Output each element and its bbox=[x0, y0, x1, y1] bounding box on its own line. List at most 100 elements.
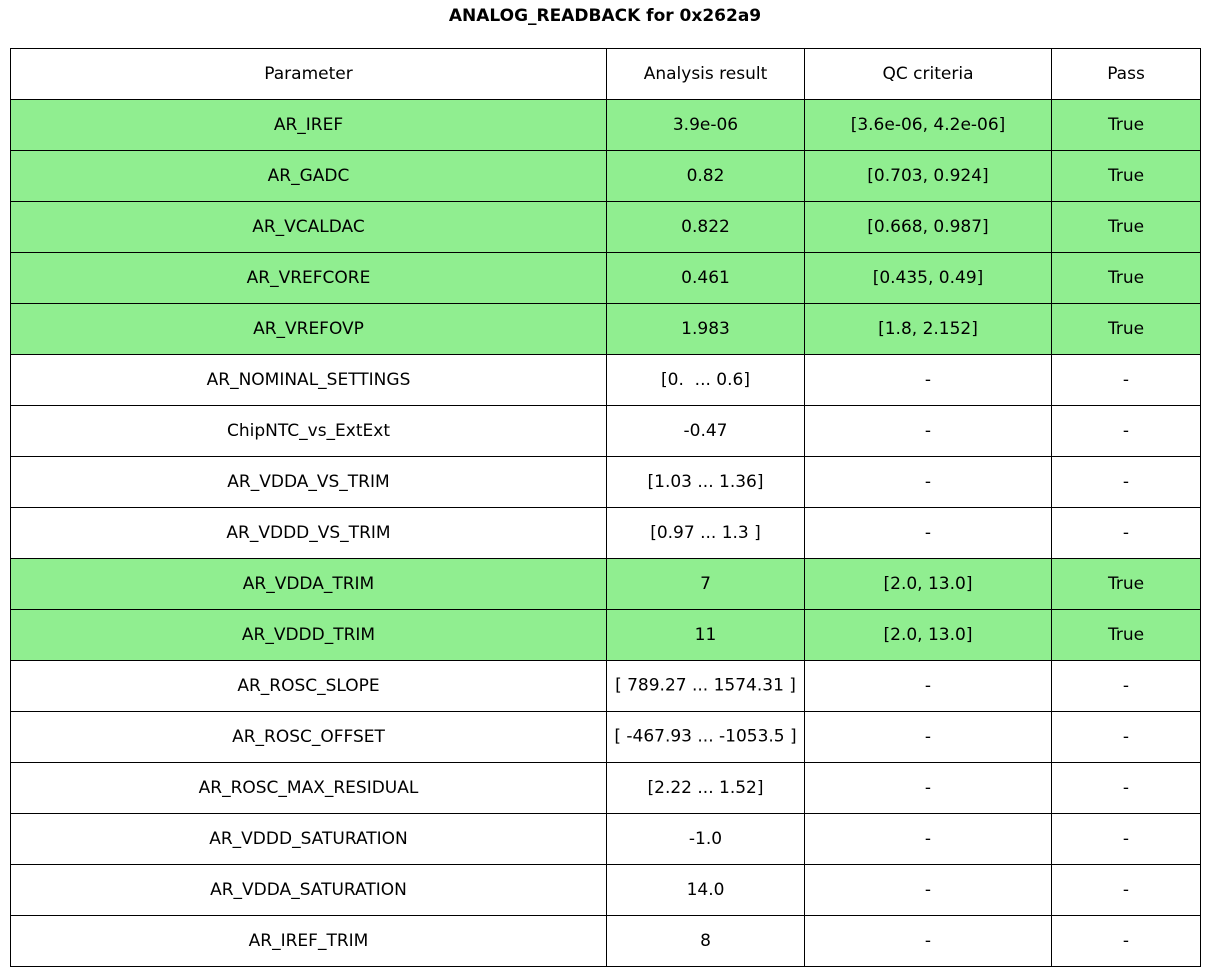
cell-pass-text: True bbox=[1107, 625, 1145, 645]
cell-parameter-text: AR_ROSC_MAX_RESIDUAL bbox=[198, 778, 419, 798]
cell-pass: True bbox=[1051, 201, 1201, 253]
cell-qc-criteria: [2.0, 13.0] bbox=[804, 558, 1052, 610]
cell-pass: - bbox=[1051, 456, 1201, 508]
cell-parameter-text: AR_VDDD_SATURATION bbox=[209, 829, 408, 849]
cell-analysis-result: [ 789.27 ... 1574.31 ] bbox=[606, 660, 805, 712]
cell-pass-text: - bbox=[1122, 880, 1130, 900]
table-row: AR_VDDD_SATURATION -1.0 - - bbox=[10, 813, 1201, 865]
cell-pass: - bbox=[1051, 915, 1201, 967]
column-header-parameter: Parameter bbox=[10, 48, 607, 100]
cell-analysis-result-text: -1.0 bbox=[688, 829, 723, 849]
cell-parameter-text: AR_VDDA_TRIM bbox=[242, 574, 375, 594]
cell-parameter-text: AR_NOMINAL_SETTINGS bbox=[206, 370, 411, 390]
cell-parameter: AR_VDDA_TRIM bbox=[10, 558, 607, 610]
cell-analysis-result: 0.82 bbox=[606, 150, 805, 202]
cell-qc-criteria-text: - bbox=[924, 676, 932, 696]
table-row: AR_IREF_TRIM 8 - - bbox=[10, 915, 1201, 967]
cell-pass: - bbox=[1051, 405, 1201, 457]
cell-qc-criteria: - bbox=[804, 915, 1052, 967]
column-header-pass: Pass bbox=[1051, 48, 1201, 100]
cell-qc-criteria-text: - bbox=[924, 829, 932, 849]
cell-pass-text: True bbox=[1107, 217, 1145, 237]
cell-pass-text: - bbox=[1122, 778, 1130, 798]
cell-parameter: AR_IREF bbox=[10, 99, 607, 151]
cell-pass-text: True bbox=[1107, 115, 1145, 135]
cell-analysis-result-text: 0.822 bbox=[681, 217, 730, 237]
column-header-qc-criteria: QC criteria bbox=[804, 48, 1052, 100]
cell-analysis-result: -0.47 bbox=[606, 405, 805, 457]
table-row: AR_ROSC_OFFSET [ -467.93 ... -1053.5 ] - - bbox=[10, 711, 1201, 763]
cell-parameter-text: AR_VDDD_TRIM bbox=[241, 625, 376, 645]
cell-parameter: AR_VDDD_TRIM bbox=[10, 609, 607, 661]
cell-pass-text: - bbox=[1122, 421, 1130, 441]
cell-parameter-text: AR_IREF_TRIM bbox=[248, 931, 369, 951]
cell-pass-text: True bbox=[1107, 268, 1145, 288]
cell-parameter: AR_NOMINAL_SETTINGS bbox=[10, 354, 607, 406]
cell-analysis-result: 7 bbox=[606, 558, 805, 610]
cell-parameter: AR_IREF_TRIM bbox=[10, 915, 607, 967]
cell-pass: - bbox=[1051, 507, 1201, 559]
cell-analysis-result-text: 0.82 bbox=[686, 166, 725, 186]
cell-pass: - bbox=[1051, 660, 1201, 712]
cell-parameter: AR_ROSC_OFFSET bbox=[10, 711, 607, 763]
table-row: AR_IREF 3.9e-06 [3.6e-06, 4.2e-06] True bbox=[10, 99, 1201, 151]
table-row: AR_GADC 0.82 [0.703, 0.924] True bbox=[10, 150, 1201, 202]
cell-analysis-result: 14.0 bbox=[606, 864, 805, 916]
cell-parameter: AR_VDDD_SATURATION bbox=[10, 813, 607, 865]
cell-pass: True bbox=[1051, 252, 1201, 304]
cell-analysis-result-text: 0.461 bbox=[681, 268, 730, 288]
cell-qc-criteria: - bbox=[804, 762, 1052, 814]
table-row: AR_VCALDAC 0.822 [0.668, 0.987] True bbox=[10, 201, 1201, 253]
cell-analysis-result: [ -467.93 ... -1053.5 ] bbox=[606, 711, 805, 763]
cell-qc-criteria-text: - bbox=[924, 421, 932, 441]
cell-parameter-text: AR_VREFOVP bbox=[253, 319, 364, 339]
cell-qc-criteria-text: - bbox=[924, 523, 932, 543]
overflow-value-text: [ -467.93 ... -1053.5 ] bbox=[614, 726, 797, 747]
cell-parameter-text: AR_GADC bbox=[267, 166, 350, 186]
cell-analysis-result-text: [0.97 ... 1.3 ] bbox=[650, 523, 761, 543]
table-row: AR_VDDD_TRIM 11 [2.0, 13.0] True bbox=[10, 609, 1201, 661]
cell-parameter-text: AR_VDDA_SATURATION bbox=[210, 880, 407, 900]
cell-qc-criteria: [2.0, 13.0] bbox=[804, 609, 1052, 661]
cell-parameter: AR_ROSC_MAX_RESIDUAL bbox=[10, 762, 607, 814]
cell-pass: True bbox=[1051, 558, 1201, 610]
cell-parameter-text: AR_ROSC_SLOPE bbox=[237, 676, 380, 696]
cell-pass-text: - bbox=[1122, 523, 1130, 543]
cell-analysis-result: 3.9e-06 bbox=[606, 99, 805, 151]
cell-qc-criteria: - bbox=[804, 711, 1052, 763]
analog-readback-table-container: Parameter Analysis result QC criteria Pa… bbox=[10, 48, 1201, 967]
table-row: AR_VDDA_TRIM 7 [2.0, 13.0] True bbox=[10, 558, 1201, 610]
cell-qc-criteria-text: - bbox=[924, 727, 932, 747]
cell-qc-criteria: [1.8, 2.152] bbox=[804, 303, 1052, 355]
overflow-value-text: [ 789.27 ... 1574.31 ] bbox=[615, 675, 796, 696]
cell-qc-criteria: [0.703, 0.924] bbox=[804, 150, 1052, 202]
cell-analysis-result-text: [0. ... 0.6] bbox=[661, 370, 750, 390]
cell-parameter-text: AR_VDDA_VS_TRIM bbox=[227, 472, 390, 492]
cell-analysis-result: 0.822 bbox=[606, 201, 805, 253]
cell-qc-criteria-text: - bbox=[924, 778, 932, 798]
cell-pass-text: - bbox=[1122, 370, 1130, 390]
cell-pass-text: - bbox=[1122, 676, 1130, 696]
cell-analysis-result-text: [2.22 ... 1.52] bbox=[647, 778, 764, 798]
cell-pass: True bbox=[1051, 303, 1201, 355]
cell-analysis-result: [1.03 ... 1.36] bbox=[606, 456, 805, 508]
cell-pass-text: True bbox=[1107, 574, 1145, 594]
cell-parameter: AR_VCALDAC bbox=[10, 201, 607, 253]
cell-qc-criteria-text: [2.0, 13.0] bbox=[883, 625, 973, 645]
cell-qc-criteria: - bbox=[804, 405, 1052, 457]
table-row: AR_VREFOVP 1.983 [1.8, 2.152] True bbox=[10, 303, 1201, 355]
cell-pass-text: - bbox=[1122, 472, 1130, 492]
cell-qc-criteria-text: [0.668, 0.987] bbox=[867, 217, 989, 237]
cell-qc-criteria: [0.668, 0.987] bbox=[804, 201, 1052, 253]
table-row: ChipNTC_vs_ExtExt -0.47 - - bbox=[10, 405, 1201, 457]
cell-parameter: AR_VREFOVP bbox=[10, 303, 607, 355]
cell-parameter-text: AR_ROSC_OFFSET bbox=[232, 727, 385, 747]
cell-analysis-result-text: 7 bbox=[700, 574, 711, 594]
cell-pass: True bbox=[1051, 99, 1201, 151]
column-header-analysis-result: Analysis result bbox=[606, 48, 805, 100]
cell-qc-criteria-text: [0.435, 0.49] bbox=[872, 268, 984, 288]
analog-readback-table: Parameter Analysis result QC criteria Pa… bbox=[10, 48, 1201, 967]
table-row: AR_NOMINAL_SETTINGS [0. ... 0.6] - - bbox=[10, 354, 1201, 406]
cell-parameter: AR_VDDA_VS_TRIM bbox=[10, 456, 607, 508]
cell-pass: True bbox=[1051, 609, 1201, 661]
